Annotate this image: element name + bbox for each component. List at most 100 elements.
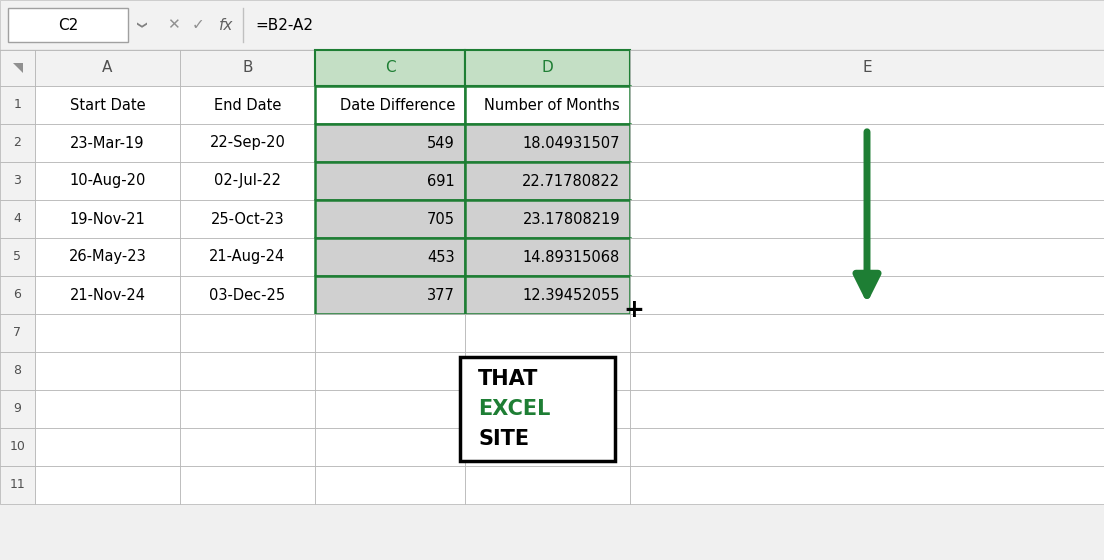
Text: 23.17808219: 23.17808219 — [522, 212, 620, 226]
Bar — [0, 0, 1104, 50]
Bar — [180, 200, 315, 238]
Bar — [460, 357, 615, 461]
Text: ✓: ✓ — [192, 17, 204, 32]
Text: 691: 691 — [427, 174, 455, 189]
Text: 11: 11 — [10, 478, 25, 492]
Bar — [630, 162, 1104, 200]
Text: ❯: ❯ — [135, 21, 145, 29]
Text: A: A — [103, 60, 113, 76]
Bar — [180, 238, 315, 276]
Bar — [315, 200, 465, 238]
Polygon shape — [12, 63, 22, 73]
Text: B: B — [242, 60, 253, 76]
Bar — [0, 276, 35, 314]
Text: 10: 10 — [10, 441, 25, 454]
Bar — [315, 124, 465, 162]
Bar — [35, 428, 180, 466]
Bar — [630, 276, 1104, 314]
Bar — [465, 314, 630, 352]
Text: 9: 9 — [13, 403, 21, 416]
Text: 705: 705 — [427, 212, 455, 226]
Bar — [630, 352, 1104, 390]
Bar — [465, 86, 630, 124]
Bar — [465, 200, 630, 238]
Bar — [315, 428, 465, 466]
Bar — [180, 124, 315, 162]
Text: 6: 6 — [13, 288, 21, 301]
Text: 377: 377 — [427, 287, 455, 302]
Text: Date Difference: Date Difference — [340, 97, 455, 113]
Text: 03-Dec-25: 03-Dec-25 — [210, 287, 286, 302]
Bar — [0, 162, 35, 200]
Bar — [0, 314, 35, 352]
Bar — [35, 86, 180, 124]
Text: 14.89315068: 14.89315068 — [523, 250, 620, 264]
Bar — [315, 238, 465, 276]
Bar — [0, 238, 35, 276]
Text: 5: 5 — [13, 250, 21, 264]
Bar — [0, 50, 35, 86]
Text: C: C — [384, 60, 395, 76]
Text: 23-Mar-19: 23-Mar-19 — [71, 136, 145, 151]
Text: D: D — [542, 60, 553, 76]
Bar — [465, 390, 630, 428]
Bar — [465, 238, 630, 276]
Bar — [35, 314, 180, 352]
Text: 02-Jul-22: 02-Jul-22 — [214, 174, 282, 189]
Bar — [315, 162, 465, 200]
Bar — [630, 238, 1104, 276]
Bar — [630, 86, 1104, 124]
Bar — [315, 86, 465, 124]
Bar — [35, 238, 180, 276]
Bar — [35, 50, 180, 86]
Bar — [630, 390, 1104, 428]
Text: fx: fx — [219, 17, 233, 32]
Bar — [315, 276, 465, 314]
Text: 19-Nov-21: 19-Nov-21 — [70, 212, 146, 226]
Bar — [180, 50, 315, 86]
Bar — [315, 352, 465, 390]
Bar — [630, 314, 1104, 352]
Bar — [315, 50, 465, 86]
Bar — [35, 200, 180, 238]
Bar — [35, 276, 180, 314]
Bar — [315, 390, 465, 428]
Text: 2: 2 — [13, 137, 21, 150]
Bar — [180, 466, 315, 504]
Bar — [0, 390, 35, 428]
Bar — [0, 200, 35, 238]
Bar — [630, 124, 1104, 162]
Bar — [8, 8, 128, 42]
Text: 18.04931507: 18.04931507 — [522, 136, 620, 151]
Bar — [180, 276, 315, 314]
Text: 12.39452055: 12.39452055 — [522, 287, 620, 302]
Text: 7: 7 — [13, 326, 21, 339]
Text: =B2-A2: =B2-A2 — [255, 17, 314, 32]
Bar — [180, 314, 315, 352]
Bar — [35, 162, 180, 200]
Bar — [180, 162, 315, 200]
Text: 1: 1 — [13, 99, 21, 111]
Bar — [180, 86, 315, 124]
Bar — [465, 352, 630, 390]
Text: 22.71780822: 22.71780822 — [522, 174, 620, 189]
Bar — [465, 162, 630, 200]
Text: 10-Aug-20: 10-Aug-20 — [70, 174, 146, 189]
Bar — [35, 390, 180, 428]
Bar — [180, 390, 315, 428]
Text: 22-Sep-20: 22-Sep-20 — [210, 136, 286, 151]
Bar — [35, 124, 180, 162]
Text: E: E — [862, 60, 872, 76]
Text: SITE: SITE — [478, 429, 529, 449]
Bar — [0, 466, 35, 504]
Bar — [0, 352, 35, 390]
Bar — [630, 50, 1104, 86]
Bar — [465, 50, 630, 86]
Text: +: + — [624, 298, 645, 322]
Text: 3: 3 — [13, 175, 21, 188]
Bar — [0, 86, 35, 124]
Bar — [630, 200, 1104, 238]
Bar — [465, 124, 630, 162]
Bar — [465, 276, 630, 314]
Text: 21-Aug-24: 21-Aug-24 — [210, 250, 286, 264]
